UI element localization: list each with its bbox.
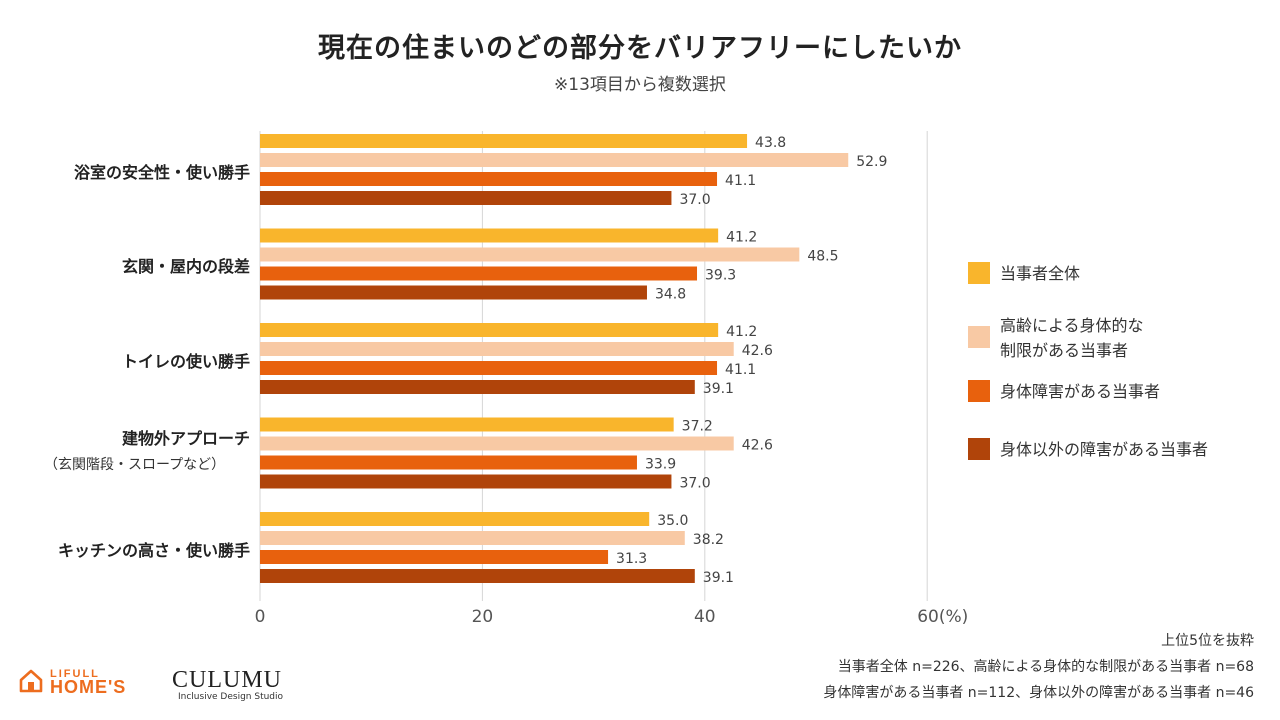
bar-value-label: 43.8 [755,135,786,151]
category-label: 浴室の安全性・使い勝手 [73,162,250,182]
legend-label-physical: 身体障害がある当事者 [1000,382,1161,401]
culumu-logo-subtext: Inclusive Design Studio [178,692,284,702]
x-tick-label: 60(%) [917,607,968,627]
bar-value-label: 37.2 [682,419,713,435]
bar [260,134,748,148]
bar [260,455,637,470]
culumu-logo: CULUMU Inclusive Design Studio [172,668,283,702]
bar-chart: 0 20 40 60(%) 43.8 52.9 41.1 37.0 41.2 48.5 39.3 34… [255,131,968,627]
bar [260,380,695,394]
bar-value-label: 41.2 [726,230,757,246]
legend-label-elderly: 高齢による身体的な 制限がある当事者 [1000,316,1144,360]
bar-value-label: 39.1 [703,570,734,586]
bar [260,569,695,583]
bar [260,474,672,489]
category-label: キッチンの高さ・使い勝手 [57,540,250,560]
lifull-logo-text: LIFULL [50,668,100,680]
bar-value-label: 35.0 [657,513,688,529]
chart-subtitle: ※13項目から複数選択 [554,75,726,95]
category-label: 建物外アプローチ [121,429,250,448]
legend-swatch-physical [968,380,990,402]
x-tick-label: 40 [694,607,716,627]
legend-item-all: 当事者全体 [968,262,1080,286]
bar [260,247,800,262]
bar [260,285,647,300]
legend-swatch-all [968,262,990,284]
bar-value-label: 34.8 [655,287,686,303]
footnotes: 上位5位を抜粋 当事者全体 n=226、高齢による身体的な制限がある当事者 n=… [823,628,1254,706]
footnote-sample-1: 当事者全体 n=226、高齢による身体的な制限がある当事者 n=68 [837,659,1254,675]
bar-value-label: 48.5 [807,249,838,265]
bar-value-label: 38.2 [693,532,724,548]
category-label: トイレの使い勝手 [121,351,250,371]
chart-title: 現在の住まいのどの部分をバリアフリーにしたいか [318,33,962,64]
bar [260,153,849,167]
bar-value-label: 39.3 [705,268,736,284]
house-icon [19,669,43,693]
bar [260,361,718,375]
bar-value-label: 41.2 [726,324,757,340]
legend-item-physical: 身体障害がある当事者 [968,380,1160,404]
bar [260,417,674,432]
bar-value-label: 41.1 [725,173,756,189]
bar [260,191,672,205]
legend-item-elderly: 高齢による身体的な 制限がある当事者 [968,314,1144,363]
bar [260,550,609,564]
bar [260,436,734,451]
bar [260,228,719,243]
legend-swatch-other [968,438,990,460]
bar [260,323,719,337]
bar [260,531,685,545]
bar [260,266,698,281]
bar-value-label: 37.0 [679,192,710,208]
culumu-logo-text: CULUMU [172,667,283,693]
bar [260,172,718,186]
bar-value-label: 39.1 [703,381,734,397]
bar [260,342,734,356]
bar-value-label: 33.9 [645,457,676,473]
bar-value-label: 52.9 [856,154,887,170]
legend-label-all: 当事者全体 [1000,264,1081,283]
footnote-sample-2: 身体障害がある当事者 n=112、身体以外の障害がある当事者 n=46 [823,685,1254,701]
bar-value-label: 41.1 [725,362,756,378]
x-tick-label: 20 [472,607,494,627]
legend-item-other: 身体以外の障害がある当事者 [968,438,1208,462]
x-tick-label: 0 [255,607,266,627]
bar-value-label: 37.0 [679,476,710,492]
lifull-homes-logo: LIFULL HOME'S [18,668,127,697]
homes-logo-text: HOME'S [50,677,127,697]
legend-swatch-elderly [968,326,990,348]
bar-value-label: 42.6 [742,438,773,454]
footnote-top5: 上位5位を抜粋 [1161,633,1254,649]
legend-label-other: 身体以外の障害がある当事者 [1000,440,1209,459]
category-sublabel: （玄関階段・スロープなど） [44,457,226,473]
bar-value-label: 42.6 [742,343,773,359]
category-label: 玄関・屋内の段差 [121,257,250,276]
bar [260,512,650,526]
bar-value-label: 31.3 [616,551,647,567]
